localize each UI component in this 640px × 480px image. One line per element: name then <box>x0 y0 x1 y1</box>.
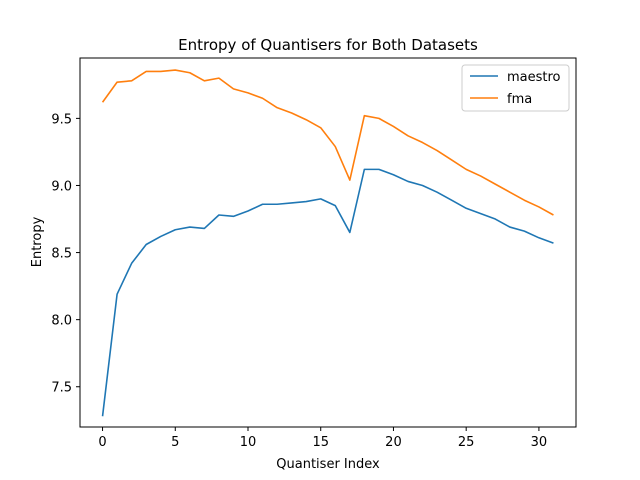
x-tick-label: 5 <box>171 435 179 450</box>
chart-title: Entropy of Quantisers for Both Datasets <box>178 36 478 54</box>
y-tick-label: 8.0 <box>51 314 72 329</box>
x-axis-label: Quantiser Index <box>276 457 380 472</box>
series-line-fma <box>101 69 554 216</box>
x-tick-label: 25 <box>458 435 475 450</box>
y-tick-label: 8.5 <box>51 247 72 262</box>
series-lines <box>101 69 554 417</box>
x-tick-label: 10 <box>240 435 257 450</box>
y-tick-label: 9.0 <box>51 179 72 194</box>
y-axis-ticks: 7.5 8.0 8.5 9.0 9.5 <box>51 112 80 396</box>
x-axis-ticks: 0 5 10 15 20 25 30 <box>98 427 547 450</box>
y-tick-label: 7.5 <box>51 381 72 396</box>
x-tick-label: 30 <box>531 435 548 450</box>
y-tick-label: 9.5 <box>51 112 72 127</box>
x-tick-label: 20 <box>385 435 402 450</box>
x-tick-label: 0 <box>98 435 106 450</box>
legend-label-maestro: maestro <box>507 70 561 85</box>
legend-label-fma: fma <box>507 92 532 107</box>
x-tick-label: 15 <box>312 435 329 450</box>
series-line-maestro <box>101 168 554 417</box>
legend: maestro fma <box>461 64 570 112</box>
y-axis-label: Entropy <box>30 216 45 267</box>
plot-frame <box>79 57 577 428</box>
